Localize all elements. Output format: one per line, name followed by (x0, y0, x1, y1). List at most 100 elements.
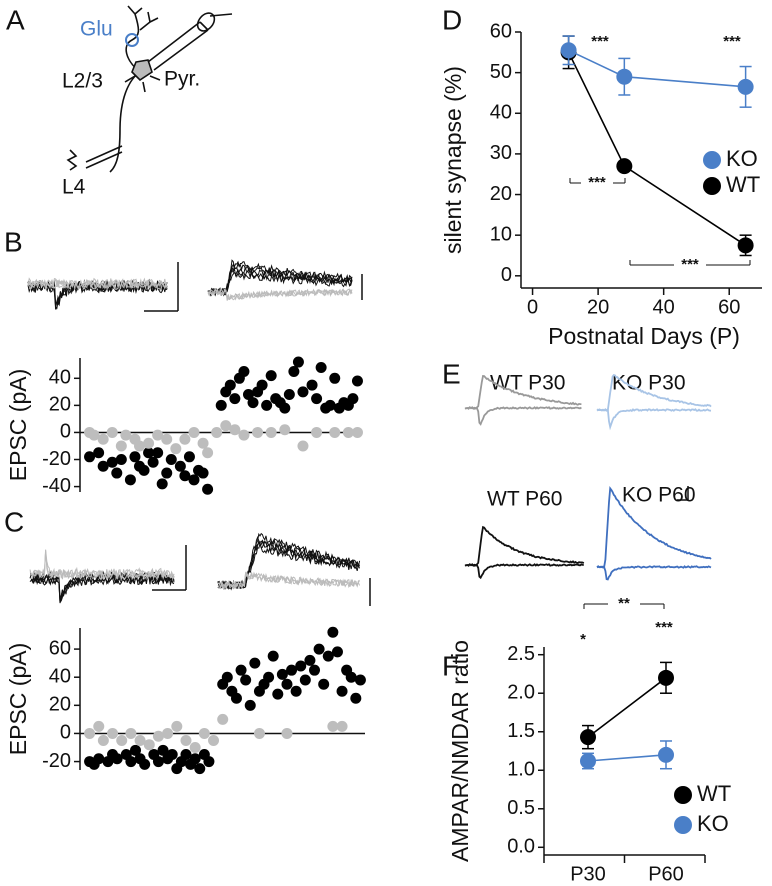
point (147, 456, 159, 468)
y-tick-label: 1.0 (507, 759, 535, 781)
point (309, 664, 321, 676)
point (342, 426, 354, 438)
trace (207, 288, 353, 301)
point (161, 467, 173, 479)
point (139, 758, 151, 770)
point (315, 361, 327, 373)
line (587, 754, 667, 762)
y-tick-label: 40 (49, 367, 71, 389)
point (120, 429, 132, 441)
point (152, 756, 164, 768)
point (133, 440, 145, 452)
point (281, 727, 293, 739)
x-tick-label: P60 (648, 863, 684, 885)
x-tick-label: 60 (718, 296, 740, 318)
point (188, 474, 200, 486)
point (253, 727, 265, 739)
point (351, 426, 363, 438)
legend-marker (703, 177, 721, 195)
point (162, 727, 174, 739)
point (174, 460, 186, 472)
point (115, 454, 127, 466)
point (299, 674, 311, 686)
point (313, 643, 325, 655)
trace-label: WT P60 (487, 488, 562, 511)
diagram-label: Pyr. (164, 68, 200, 91)
y-axis-label: EPSC (pA) (5, 643, 31, 755)
trace (27, 277, 168, 289)
point (220, 420, 232, 432)
point (288, 366, 300, 378)
point (125, 727, 137, 739)
point (106, 456, 118, 468)
point (311, 426, 323, 438)
point (152, 447, 164, 459)
basal-dendrites (124, 75, 161, 93)
point (292, 356, 304, 368)
y-tick-label: 0.0 (507, 836, 535, 858)
point (161, 433, 173, 445)
point (580, 753, 596, 770)
point (115, 440, 127, 452)
trace (596, 373, 712, 412)
point (197, 467, 209, 479)
dendrite (125, 13, 141, 73)
trace (464, 563, 584, 580)
point (202, 447, 214, 459)
point (180, 734, 192, 746)
point (88, 429, 100, 441)
point (217, 713, 229, 725)
uncaging-spot (125, 33, 139, 47)
annotation: *** (723, 33, 741, 50)
annotation: ** (618, 595, 630, 612)
point (188, 426, 200, 438)
point (235, 664, 247, 676)
y-axis-label: silent synapse (%) (440, 66, 466, 254)
trace (207, 262, 353, 297)
point (93, 720, 105, 732)
line (587, 677, 667, 738)
point (327, 626, 339, 638)
point (283, 389, 295, 401)
point (272, 688, 284, 700)
point (84, 727, 96, 739)
point (311, 393, 323, 405)
point (560, 42, 577, 59)
point (658, 669, 674, 686)
point (580, 729, 596, 746)
neuron-diagram (66, 5, 233, 173)
y-tick-label: 0 (501, 264, 512, 286)
point (170, 443, 182, 455)
point (242, 389, 254, 401)
point (125, 756, 137, 768)
point (224, 379, 236, 391)
annotation: *** (681, 256, 699, 273)
y-tick-label: -40 (42, 475, 71, 497)
trace (217, 571, 361, 590)
point (295, 660, 307, 672)
annotation: *** (588, 174, 606, 191)
point (106, 426, 118, 438)
point (179, 433, 191, 445)
trace (27, 278, 168, 292)
point (265, 426, 277, 438)
pipette (147, 21, 209, 71)
trace (29, 573, 175, 603)
point (336, 685, 348, 697)
y-tick-label: -20 (42, 448, 71, 470)
point (179, 470, 191, 482)
legend-marker (674, 816, 692, 834)
point (286, 664, 298, 676)
point (244, 699, 256, 711)
point (351, 375, 363, 387)
point (203, 756, 215, 768)
y-tick-label: 60 (490, 20, 512, 42)
x-axis-label: Postnatal Days (P) (548, 323, 740, 349)
point (276, 668, 288, 680)
point (180, 749, 192, 761)
point (322, 650, 334, 662)
point (124, 474, 136, 486)
point (267, 650, 279, 662)
trace (596, 565, 712, 581)
